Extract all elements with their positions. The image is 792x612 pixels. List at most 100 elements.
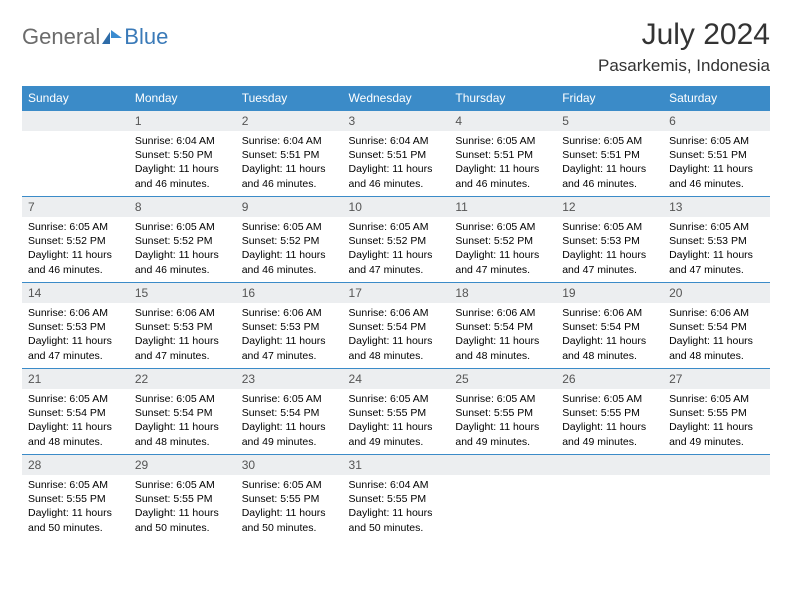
day-number: 18 — [449, 283, 556, 303]
calendar-cell: 16Sunrise: 6:06 AMSunset: 5:53 PMDayligh… — [236, 283, 343, 369]
calendar-cell: 13Sunrise: 6:05 AMSunset: 5:53 PMDayligh… — [663, 197, 770, 283]
day-number: 16 — [236, 283, 343, 303]
weekday-header: Monday — [129, 86, 236, 111]
day-number: 4 — [449, 111, 556, 131]
calendar-cell: 20Sunrise: 6:06 AMSunset: 5:54 PMDayligh… — [663, 283, 770, 369]
day-number: 15 — [129, 283, 236, 303]
calendar-cell: 26Sunrise: 6:05 AMSunset: 5:55 PMDayligh… — [556, 369, 663, 455]
calendar-cell: 29Sunrise: 6:05 AMSunset: 5:55 PMDayligh… — [129, 455, 236, 541]
calendar-cell: 22Sunrise: 6:05 AMSunset: 5:54 PMDayligh… — [129, 369, 236, 455]
brand-word-1: General — [22, 24, 100, 50]
day-details: Sunrise: 6:05 AMSunset: 5:55 PMDaylight:… — [22, 475, 129, 539]
day-details: Sunrise: 6:04 AMSunset: 5:51 PMDaylight:… — [343, 131, 450, 195]
day-number: 1 — [129, 111, 236, 131]
calendar-cell: 28Sunrise: 6:05 AMSunset: 5:55 PMDayligh… — [22, 455, 129, 541]
brand-word-2: Blue — [124, 24, 168, 50]
day-details: Sunrise: 6:05 AMSunset: 5:54 PMDaylight:… — [236, 389, 343, 453]
calendar-cell: 15Sunrise: 6:06 AMSunset: 5:53 PMDayligh… — [129, 283, 236, 369]
day-number: 20 — [663, 283, 770, 303]
calendar-cell: 24Sunrise: 6:05 AMSunset: 5:55 PMDayligh… — [343, 369, 450, 455]
day-details: Sunrise: 6:06 AMSunset: 5:53 PMDaylight:… — [22, 303, 129, 367]
weekday-header: Sunday — [22, 86, 129, 111]
day-number: 27 — [663, 369, 770, 389]
calendar-cell: 1Sunrise: 6:04 AMSunset: 5:50 PMDaylight… — [129, 111, 236, 197]
calendar-week-row: 14Sunrise: 6:06 AMSunset: 5:53 PMDayligh… — [22, 283, 770, 369]
day-number: 2 — [236, 111, 343, 131]
day-details: Sunrise: 6:04 AMSunset: 5:55 PMDaylight:… — [343, 475, 450, 539]
title-block: July 2024 Pasarkemis, Indonesia — [598, 18, 770, 76]
day-details: Sunrise: 6:05 AMSunset: 5:52 PMDaylight:… — [129, 217, 236, 281]
calendar-week-row: 28Sunrise: 6:05 AMSunset: 5:55 PMDayligh… — [22, 455, 770, 541]
calendar-cell: 5Sunrise: 6:05 AMSunset: 5:51 PMDaylight… — [556, 111, 663, 197]
calendar-cell: 14Sunrise: 6:06 AMSunset: 5:53 PMDayligh… — [22, 283, 129, 369]
calendar-cell: 27Sunrise: 6:05 AMSunset: 5:55 PMDayligh… — [663, 369, 770, 455]
empty-day-number — [22, 111, 129, 131]
calendar-cell: 3Sunrise: 6:04 AMSunset: 5:51 PMDaylight… — [343, 111, 450, 197]
calendar-table: Sunday Monday Tuesday Wednesday Thursday… — [22, 86, 770, 541]
day-number: 19 — [556, 283, 663, 303]
day-number: 21 — [22, 369, 129, 389]
day-details: Sunrise: 6:06 AMSunset: 5:54 PMDaylight:… — [449, 303, 556, 367]
day-details: Sunrise: 6:05 AMSunset: 5:55 PMDaylight:… — [129, 475, 236, 539]
day-details: Sunrise: 6:05 AMSunset: 5:52 PMDaylight:… — [236, 217, 343, 281]
weekday-header: Saturday — [663, 86, 770, 111]
day-number: 13 — [663, 197, 770, 217]
day-details: Sunrise: 6:06 AMSunset: 5:53 PMDaylight:… — [129, 303, 236, 367]
weekday-header-row: Sunday Monday Tuesday Wednesday Thursday… — [22, 86, 770, 111]
page-header: General Blue July 2024 Pasarkemis, Indon… — [22, 18, 770, 76]
day-number: 31 — [343, 455, 450, 475]
weekday-header: Wednesday — [343, 86, 450, 111]
calendar-cell — [556, 455, 663, 541]
calendar-body: 1Sunrise: 6:04 AMSunset: 5:50 PMDaylight… — [22, 111, 770, 541]
empty-day-number — [556, 455, 663, 475]
day-details: Sunrise: 6:06 AMSunset: 5:53 PMDaylight:… — [236, 303, 343, 367]
day-details: Sunrise: 6:04 AMSunset: 5:50 PMDaylight:… — [129, 131, 236, 195]
day-details: Sunrise: 6:05 AMSunset: 5:51 PMDaylight:… — [449, 131, 556, 195]
calendar-cell: 12Sunrise: 6:05 AMSunset: 5:53 PMDayligh… — [556, 197, 663, 283]
calendar-cell — [22, 111, 129, 197]
day-number: 3 — [343, 111, 450, 131]
calendar-week-row: 7Sunrise: 6:05 AMSunset: 5:52 PMDaylight… — [22, 197, 770, 283]
calendar-cell: 23Sunrise: 6:05 AMSunset: 5:54 PMDayligh… — [236, 369, 343, 455]
day-details: Sunrise: 6:05 AMSunset: 5:52 PMDaylight:… — [449, 217, 556, 281]
day-details: Sunrise: 6:05 AMSunset: 5:55 PMDaylight:… — [343, 389, 450, 453]
calendar-cell — [449, 455, 556, 541]
calendar-cell: 2Sunrise: 6:04 AMSunset: 5:51 PMDaylight… — [236, 111, 343, 197]
day-number: 8 — [129, 197, 236, 217]
day-number: 26 — [556, 369, 663, 389]
day-details: Sunrise: 6:05 AMSunset: 5:53 PMDaylight:… — [663, 217, 770, 281]
day-number: 17 — [343, 283, 450, 303]
calendar-cell: 31Sunrise: 6:04 AMSunset: 5:55 PMDayligh… — [343, 455, 450, 541]
day-details: Sunrise: 6:05 AMSunset: 5:54 PMDaylight:… — [129, 389, 236, 453]
location-label: Pasarkemis, Indonesia — [598, 56, 770, 76]
calendar-week-row: 1Sunrise: 6:04 AMSunset: 5:50 PMDaylight… — [22, 111, 770, 197]
day-details: Sunrise: 6:05 AMSunset: 5:51 PMDaylight:… — [556, 131, 663, 195]
day-details: Sunrise: 6:06 AMSunset: 5:54 PMDaylight:… — [343, 303, 450, 367]
calendar-cell: 10Sunrise: 6:05 AMSunset: 5:52 PMDayligh… — [343, 197, 450, 283]
calendar-week-row: 21Sunrise: 6:05 AMSunset: 5:54 PMDayligh… — [22, 369, 770, 455]
calendar-cell: 7Sunrise: 6:05 AMSunset: 5:52 PMDaylight… — [22, 197, 129, 283]
day-details: Sunrise: 6:04 AMSunset: 5:51 PMDaylight:… — [236, 131, 343, 195]
calendar-cell: 17Sunrise: 6:06 AMSunset: 5:54 PMDayligh… — [343, 283, 450, 369]
day-number: 9 — [236, 197, 343, 217]
day-number: 11 — [449, 197, 556, 217]
flag-icon — [102, 30, 122, 44]
day-number: 6 — [663, 111, 770, 131]
calendar-cell: 8Sunrise: 6:05 AMSunset: 5:52 PMDaylight… — [129, 197, 236, 283]
day-details: Sunrise: 6:05 AMSunset: 5:55 PMDaylight:… — [449, 389, 556, 453]
calendar-cell: 4Sunrise: 6:05 AMSunset: 5:51 PMDaylight… — [449, 111, 556, 197]
calendar-cell: 6Sunrise: 6:05 AMSunset: 5:51 PMDaylight… — [663, 111, 770, 197]
empty-day-number — [449, 455, 556, 475]
day-details: Sunrise: 6:05 AMSunset: 5:55 PMDaylight:… — [556, 389, 663, 453]
day-number: 25 — [449, 369, 556, 389]
calendar-cell: 25Sunrise: 6:05 AMSunset: 5:55 PMDayligh… — [449, 369, 556, 455]
day-details: Sunrise: 6:06 AMSunset: 5:54 PMDaylight:… — [556, 303, 663, 367]
month-title: July 2024 — [598, 18, 770, 52]
empty-day-number — [663, 455, 770, 475]
day-number: 7 — [22, 197, 129, 217]
calendar-cell: 21Sunrise: 6:05 AMSunset: 5:54 PMDayligh… — [22, 369, 129, 455]
calendar-cell: 9Sunrise: 6:05 AMSunset: 5:52 PMDaylight… — [236, 197, 343, 283]
day-number: 28 — [22, 455, 129, 475]
day-details: Sunrise: 6:05 AMSunset: 5:52 PMDaylight:… — [22, 217, 129, 281]
day-number: 29 — [129, 455, 236, 475]
